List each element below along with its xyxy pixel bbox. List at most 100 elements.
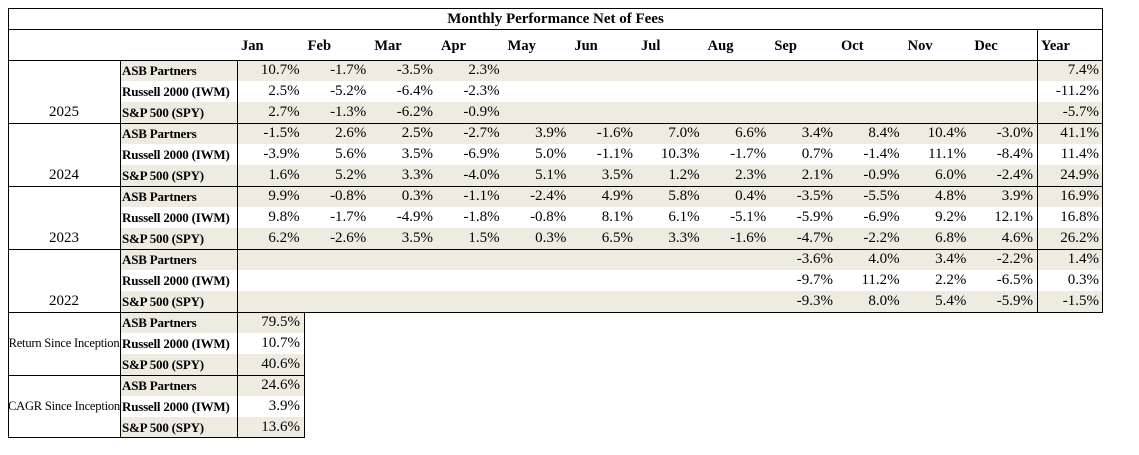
month-value — [370, 291, 437, 312]
year-label-2023: 2023 — [49, 230, 79, 246]
grid-line — [8, 375, 305, 376]
month-value — [770, 102, 837, 123]
summary-value: 79.5% — [261, 314, 300, 330]
month-value — [837, 60, 904, 81]
month-value: -0.8% — [330, 188, 367, 204]
month-value: 5.0% — [535, 146, 567, 162]
month-value: -4.9% — [396, 209, 433, 225]
month-value — [637, 81, 704, 102]
grid-line — [1037, 29, 1038, 312]
month-header-jun: Jun — [574, 38, 598, 54]
year-total: 24.9% — [1060, 167, 1099, 183]
month-header-jul: Jul — [641, 38, 661, 54]
month-value — [437, 270, 504, 291]
month-value: -1.1% — [463, 188, 500, 204]
data-row: S&P 500 (SPY) 6.2% -2.6% 3.5% 1.5% 0.3% 6.5% 3.… — [120, 228, 1103, 249]
year-total: 41.1% — [1060, 125, 1099, 141]
grid-line — [8, 8, 1103, 9]
month-value — [970, 60, 1037, 81]
month-value: 6.5% — [601, 230, 633, 246]
month-value: -9.3% — [796, 293, 833, 309]
year-total: 11.4% — [1060, 146, 1099, 162]
month-value: 3.3% — [401, 167, 433, 183]
month-value: -5.9% — [996, 293, 1033, 309]
month-value — [637, 60, 704, 81]
month-value — [970, 102, 1037, 123]
month-value: 3.4% — [801, 125, 833, 141]
year-label-2024: 2024 — [49, 167, 79, 183]
month-value: 4.6% — [1001, 230, 1033, 246]
series-label: S&P 500 (SPY) — [122, 357, 204, 372]
month-value — [904, 81, 971, 102]
month-value: 2.2% — [935, 272, 967, 288]
month-value: 3.3% — [668, 230, 700, 246]
month-value: 7.0% — [668, 125, 700, 141]
month-value: 3.9% — [535, 125, 567, 141]
month-value — [504, 249, 571, 270]
data-row: Russell 2000 (IWM) 9.8% -1.7% -4.9% -1.8% -0.… — [120, 207, 1103, 228]
month-value — [504, 270, 571, 291]
month-value: 2.7% — [268, 104, 300, 120]
month-value: 0.3% — [401, 188, 433, 204]
month-value — [704, 60, 771, 81]
month-value: 1.5% — [468, 230, 500, 246]
month-value: -6.5% — [996, 272, 1033, 288]
year-total: 16.8% — [1060, 209, 1099, 225]
month-value — [904, 102, 971, 123]
month-value: 2.1% — [801, 167, 833, 183]
month-value — [237, 249, 304, 270]
month-value: 9.8% — [268, 209, 300, 225]
data-row: ASB Partners 10.7% -1.7% -3.5% 2.3% 7.4% — [120, 60, 1103, 81]
summary-row: S&P 500 (SPY) 13.6% — [120, 417, 304, 438]
month-value — [837, 102, 904, 123]
month-value: -5.2% — [330, 83, 367, 99]
month-value: 6.1% — [668, 209, 700, 225]
month-value: -1.4% — [863, 146, 900, 162]
month-value: 6.6% — [735, 125, 767, 141]
month-value: 2.3% — [468, 62, 500, 78]
month-value: -1.5% — [263, 125, 300, 141]
month-value — [704, 81, 771, 102]
data-row: Russell 2000 (IWM) 2.5% -5.2% -6.4% -2.3% -11… — [120, 81, 1103, 102]
data-row: Russell 2000 (IWM) -9.7% 11.2% 2.2% -6.5% 0.3… — [120, 270, 1103, 291]
grid-line — [1102, 8, 1103, 312]
year-total: 1.4% — [1067, 251, 1099, 267]
year-label-2025: 2025 — [49, 104, 79, 120]
month-value — [637, 249, 704, 270]
month-value: 5.8% — [668, 188, 700, 204]
month-value — [304, 249, 371, 270]
month-value — [237, 270, 304, 291]
month-value: 12.1% — [994, 209, 1033, 225]
month-value: -1.7% — [330, 209, 367, 225]
month-value: 0.7% — [801, 146, 833, 162]
series-label: ASB Partners — [122, 189, 197, 204]
summary-row: ASB Partners 24.6% — [120, 375, 304, 396]
series-label: S&P 500 (SPY) — [122, 420, 204, 435]
data-row: S&P 500 (SPY) 1.6% 5.2% 3.3% -4.0% 5.1% 3.5% 1.… — [120, 165, 1103, 186]
month-value: -3.6% — [796, 251, 833, 267]
month-value: -2.4% — [996, 167, 1033, 183]
year-label-2022: 2022 — [49, 293, 79, 309]
month-value: -0.8% — [530, 209, 567, 225]
month-value: -0.9% — [863, 167, 900, 183]
month-value: -6.9% — [463, 146, 500, 162]
month-value — [504, 291, 571, 312]
series-label: Russell 2000 (IWM) — [122, 84, 230, 99]
month-value — [304, 270, 371, 291]
month-value: -9.7% — [796, 272, 833, 288]
month-value: 1.6% — [268, 167, 300, 183]
year-header: Year — [1041, 38, 1070, 54]
data-row: ASB Partners -1.5% 2.6% 2.5% -2.7% 3.9% -1.6% 7… — [120, 123, 1103, 144]
month-value: 5.1% — [535, 167, 567, 183]
summary-value: 40.6% — [261, 356, 300, 372]
month-header-sep: Sep — [774, 38, 797, 54]
grid-line — [8, 186, 1103, 187]
month-value — [504, 81, 571, 102]
year-total: -5.7% — [1062, 104, 1099, 120]
month-value: 3.5% — [401, 230, 433, 246]
summary-row: Russell 2000 (IWM) 10.7% — [120, 333, 304, 354]
month-value: 8.4% — [868, 125, 900, 141]
month-value: -2.6% — [330, 230, 367, 246]
month-value: -8.4% — [996, 146, 1033, 162]
month-value — [504, 60, 571, 81]
